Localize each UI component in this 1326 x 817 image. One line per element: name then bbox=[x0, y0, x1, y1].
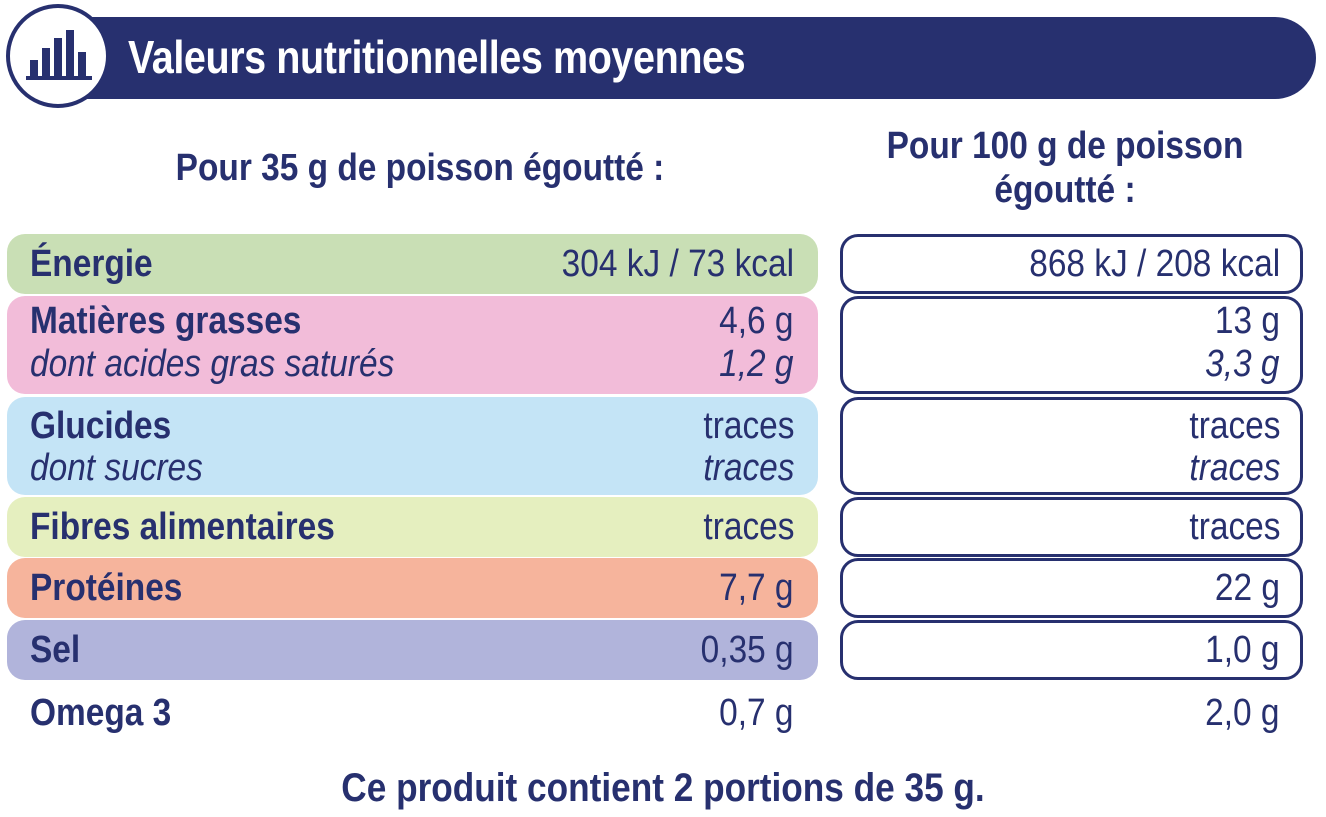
row-carbs-box-100g bbox=[840, 397, 1303, 495]
row-energy-bg bbox=[7, 234, 818, 294]
value-sugars-35g: traces bbox=[702, 447, 794, 489]
value-fat-35g: 4,6 g bbox=[719, 300, 794, 342]
bar-chart-icon bbox=[6, 4, 110, 108]
row-salt-box-100g bbox=[840, 620, 1303, 680]
value-omega3-35g: 0,7 g bbox=[719, 692, 794, 734]
label-fibres: Fibres alimentaires bbox=[30, 506, 335, 548]
row-fibres-box-100g bbox=[840, 497, 1303, 557]
row-protein-bg bbox=[7, 558, 818, 618]
row-fat-bg bbox=[7, 296, 818, 394]
value-saturated-fat-35g: 1,2 g bbox=[719, 343, 794, 385]
value-carbs-100g: traces bbox=[1188, 405, 1280, 447]
value-sugars-100g: traces bbox=[1188, 447, 1280, 489]
label-protein: Protéines bbox=[30, 567, 183, 609]
value-energy-100g: 868 kJ / 208 kcal bbox=[1029, 243, 1280, 285]
label-omega3: Omega 3 bbox=[30, 692, 172, 734]
label-saturated-fat: dont acides gras saturés bbox=[30, 343, 395, 385]
row-fat-box-100g bbox=[840, 296, 1303, 394]
label-carbs: Glucides bbox=[30, 405, 172, 447]
value-fibres-35g: traces bbox=[702, 506, 794, 548]
value-fibres-100g: traces bbox=[1188, 506, 1280, 548]
portion-note: Ce produit contient 2 portions de 35 g. bbox=[341, 766, 985, 810]
value-salt-35g: 0,35 g bbox=[701, 629, 794, 671]
value-protein-100g: 22 g bbox=[1214, 567, 1280, 609]
value-fat-100g: 13 g bbox=[1214, 300, 1280, 342]
value-carbs-35g: traces bbox=[702, 405, 794, 447]
row-salt-bg bbox=[7, 620, 818, 680]
value-saturated-fat-100g: 3,3 g bbox=[1205, 343, 1280, 385]
value-salt-100g: 1,0 g bbox=[1205, 629, 1280, 671]
page-title: Valeurs nutritionnelles moyennes bbox=[128, 31, 746, 83]
column-header-per-100g: Pour 100 g de poisson égoutté : bbox=[886, 125, 1244, 211]
label-salt: Sel bbox=[30, 629, 81, 671]
label-fat: Matières grasses bbox=[30, 300, 302, 342]
label-sugars: dont sucres bbox=[30, 447, 203, 489]
row-fibres-bg bbox=[7, 497, 818, 557]
row-carbs-bg bbox=[7, 397, 818, 495]
label-energy: Énergie bbox=[30, 243, 153, 285]
title-banner bbox=[40, 17, 1316, 99]
column-header-per-35g: Pour 35 g de poisson égoutté : bbox=[175, 147, 665, 189]
value-protein-35g: 7,7 g bbox=[719, 567, 794, 609]
value-omega3-100g: 2,0 g bbox=[1205, 692, 1280, 734]
row-energy-box-100g bbox=[840, 234, 1303, 294]
value-energy-35g: 304 kJ / 73 kcal bbox=[561, 243, 794, 285]
row-protein-box-100g bbox=[840, 558, 1303, 618]
